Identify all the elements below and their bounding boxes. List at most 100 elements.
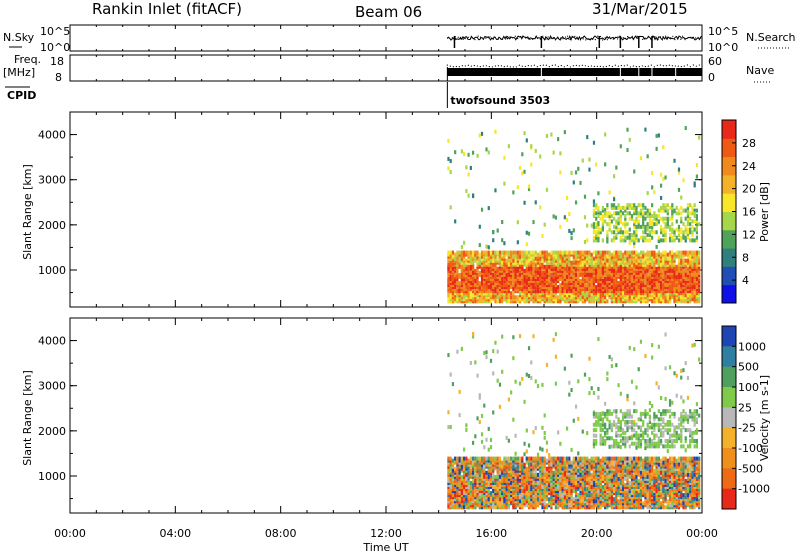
range-cell — [527, 274, 531, 279]
range-cell — [684, 235, 687, 240]
range-cell — [630, 291, 634, 296]
range-cell — [648, 291, 652, 296]
range-cell — [510, 456, 513, 461]
range-cell — [677, 170, 681, 175]
range-cell — [471, 260, 475, 265]
range-cell — [653, 283, 656, 288]
range-cell — [686, 289, 690, 294]
range-cell — [574, 289, 578, 294]
range-cell — [668, 232, 672, 237]
range-cell — [512, 335, 515, 340]
range-cell — [657, 238, 660, 243]
range-cell — [483, 276, 486, 281]
range-cell — [617, 295, 620, 300]
range-cell — [583, 272, 587, 277]
range-cell — [574, 252, 578, 257]
range-cell — [545, 493, 549, 498]
range-cell — [543, 462, 546, 467]
range-cell — [471, 276, 475, 281]
range-cell — [449, 456, 452, 461]
range-cell — [581, 262, 584, 267]
nsearch-series-point — [582, 38, 584, 40]
range-cell — [557, 464, 560, 469]
range-cell — [510, 495, 513, 500]
range-cell — [512, 262, 515, 267]
range-cell — [630, 295, 634, 300]
range-cell — [568, 299, 571, 304]
range-cell — [552, 491, 555, 496]
range-cell — [664, 222, 667, 227]
range-cell — [480, 252, 484, 257]
range-cell — [648, 295, 652, 300]
range-cell — [525, 472, 528, 477]
range-cell — [579, 281, 582, 286]
range-cell — [586, 503, 589, 508]
range-cell — [539, 478, 542, 483]
range-cell — [518, 472, 522, 477]
range-cell — [474, 252, 477, 257]
range-cell — [583, 297, 587, 302]
range-cell — [489, 468, 493, 473]
range-cell — [662, 219, 665, 224]
range-cell — [456, 458, 459, 463]
range-cell — [451, 293, 455, 298]
range-cell — [463, 279, 466, 284]
range-cell — [516, 466, 519, 471]
range-cell — [521, 470, 524, 475]
range-cell — [610, 274, 613, 279]
range-cell — [532, 283, 535, 288]
range-cell — [465, 472, 468, 477]
range-cell — [574, 474, 578, 479]
range-cell — [554, 299, 557, 304]
range-cell — [561, 493, 564, 498]
range-cell — [521, 262, 524, 267]
range-cell — [543, 293, 546, 298]
range-cell — [693, 283, 696, 288]
range-cell — [485, 268, 488, 273]
range-cell — [503, 283, 506, 288]
range-cell — [666, 216, 669, 221]
range-cell — [489, 460, 493, 465]
range-cell — [489, 472, 493, 477]
range-cell — [474, 293, 477, 298]
range-cell — [469, 462, 472, 467]
range-cell — [483, 472, 486, 477]
range-cell — [523, 256, 526, 261]
range-cell — [635, 281, 638, 286]
range-cell — [559, 291, 562, 296]
range-cell — [471, 456, 475, 461]
range-cell — [510, 299, 513, 304]
range-cell — [628, 211, 631, 216]
range-cell — [572, 497, 575, 502]
range-cell — [563, 254, 566, 259]
range-cell — [651, 266, 654, 271]
range-cell — [514, 254, 517, 259]
range-cell — [541, 425, 544, 430]
range-cell — [460, 468, 463, 473]
range-cell — [521, 250, 524, 255]
range-cell — [496, 495, 499, 500]
range-cell — [577, 166, 580, 171]
range-cell — [492, 480, 495, 485]
range-cell — [460, 458, 463, 463]
range-cell — [516, 289, 519, 294]
range-cell — [583, 295, 587, 300]
range-cell — [691, 274, 694, 279]
range-cell — [601, 285, 605, 290]
range-cell — [480, 476, 484, 481]
range-cell — [664, 287, 667, 292]
range-cell — [626, 230, 629, 235]
range-cell — [590, 264, 593, 269]
range-cell — [615, 299, 618, 304]
range-cell — [541, 382, 544, 387]
range-cell — [657, 219, 660, 224]
range-cell — [666, 295, 669, 300]
range-cell — [590, 279, 593, 284]
range-cell — [597, 222, 600, 227]
range-cell — [548, 470, 551, 475]
range-cell — [695, 219, 699, 224]
range-cell — [615, 287, 618, 292]
nsearch-series-point — [587, 38, 589, 40]
range-cell — [610, 268, 613, 273]
range-cell — [588, 258, 591, 263]
